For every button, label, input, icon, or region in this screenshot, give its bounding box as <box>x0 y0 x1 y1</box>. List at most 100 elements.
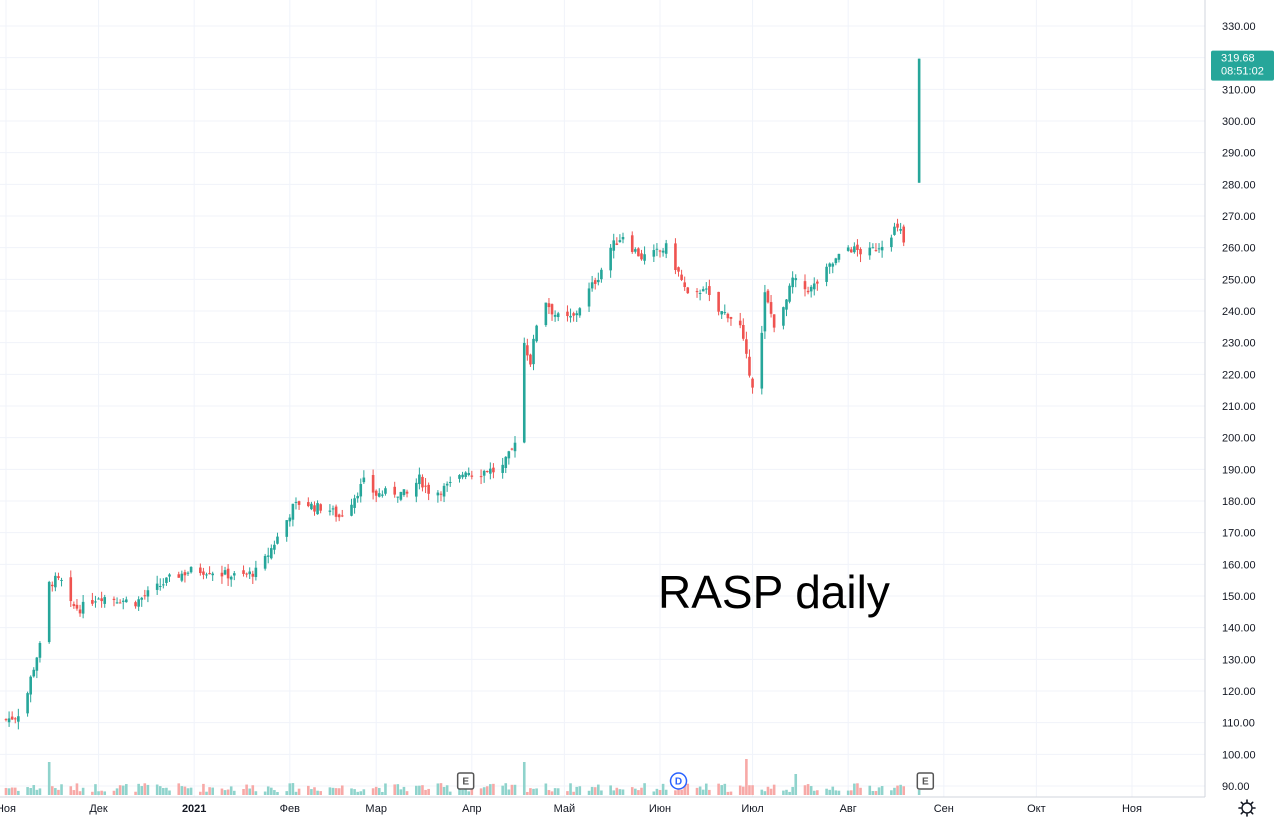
volume-bar <box>211 787 214 795</box>
candle-body <box>10 716 14 720</box>
volume-bar <box>597 784 600 795</box>
earnings-badge[interactable]: E <box>916 772 935 790</box>
dividend-badge[interactable]: D <box>669 772 688 790</box>
candle-body <box>202 571 205 575</box>
candle-body <box>232 573 236 576</box>
settings-gear-icon[interactable] <box>1238 799 1256 817</box>
candle-body <box>57 576 60 579</box>
volume-bar <box>248 788 252 795</box>
time-axis[interactable]: Ноя Дек 2021 Фев Мар Апр Май Июн Июл Авг Сен Окт Ноя <box>0 803 1142 815</box>
candle-body <box>266 555 270 557</box>
time-tick-label: Июл <box>741 803 763 815</box>
volume-bar <box>226 789 230 795</box>
volume-bar <box>220 788 224 795</box>
candle-body <box>199 567 202 574</box>
candle-body <box>550 304 554 315</box>
volume-bar <box>501 785 504 795</box>
candle-body <box>529 354 532 365</box>
volume-bar <box>47 762 51 795</box>
candle-body <box>621 236 625 240</box>
candle-body <box>405 491 409 494</box>
volume-bar <box>331 787 335 795</box>
volume-bar <box>569 783 572 795</box>
candle-body <box>38 643 42 658</box>
candle-body <box>868 247 872 256</box>
candle-body <box>50 584 54 587</box>
volume-bar <box>791 786 794 795</box>
volume-bar <box>205 791 208 795</box>
volume-bar <box>856 783 859 795</box>
candle-body <box>489 468 492 474</box>
time-tick-label: Ноя <box>1122 803 1142 815</box>
candle-body <box>328 510 332 512</box>
volume-bar <box>381 791 384 795</box>
volume-bar <box>464 787 467 795</box>
volume-bar <box>769 788 773 795</box>
candle-body <box>399 491 403 500</box>
volume-bar <box>81 787 85 795</box>
candle-body <box>26 693 29 714</box>
volume-bar <box>748 785 751 795</box>
volume-bar <box>704 783 708 795</box>
earnings-badge[interactable]: E <box>456 772 475 790</box>
volume-bar <box>634 788 637 795</box>
price-tick-label: 90.00 <box>1222 781 1250 793</box>
price-tick-label: 290.00 <box>1222 148 1256 160</box>
volume-bar <box>782 790 785 795</box>
price-axis[interactable]: 330.00320.00310.00300.00290.00280.00270.… <box>1222 21 1256 793</box>
volume-bar <box>677 784 680 795</box>
candle-body <box>877 248 881 250</box>
volume-bar <box>708 789 711 795</box>
price-tick-label: 220.00 <box>1222 369 1256 381</box>
price-tick-label: 100.00 <box>1222 749 1256 761</box>
candle-body <box>674 243 677 271</box>
volume-bar <box>859 787 862 795</box>
candle-body <box>751 378 754 388</box>
time-tick-label: Фев <box>280 803 300 815</box>
candle-body <box>772 314 776 328</box>
svg-text:E: E <box>462 777 469 788</box>
candle-body <box>331 508 335 510</box>
volume-bar <box>809 786 813 795</box>
candle-body <box>834 258 838 264</box>
volume-bar <box>134 791 137 795</box>
volume-bar <box>902 786 906 795</box>
volume-bar <box>575 786 579 795</box>
candle-body <box>356 495 359 499</box>
candle-body <box>470 475 474 477</box>
volume-bar <box>337 788 341 795</box>
candle-body <box>97 598 100 600</box>
candle-body <box>242 570 245 574</box>
candle-body <box>140 597 144 600</box>
svg-text:E: E <box>922 777 929 788</box>
candle-body <box>168 574 171 577</box>
volume-bar <box>535 788 538 795</box>
time-tick-label: Сен <box>934 803 954 815</box>
volume-bar <box>310 789 313 795</box>
candle-body <box>661 250 665 253</box>
volume-bar <box>362 789 366 795</box>
volume-bar <box>402 786 406 795</box>
volume-bar <box>32 785 36 795</box>
volume-bar <box>266 786 270 795</box>
volume-bar <box>421 785 424 795</box>
candle-body <box>445 483 449 486</box>
volume-bar <box>202 783 205 795</box>
candle-body <box>464 472 467 477</box>
candle-body <box>643 254 646 261</box>
candle-body <box>899 229 902 231</box>
price-tick-label: 180.00 <box>1222 496 1256 508</box>
volume-bar <box>849 790 853 795</box>
volume-bar <box>846 790 850 795</box>
volume-bars <box>4 759 921 795</box>
candle-body <box>677 267 680 272</box>
candle-body <box>532 338 535 365</box>
candle-body <box>13 718 17 720</box>
volume-bar <box>871 791 875 795</box>
volume-bar <box>186 788 190 795</box>
volume-bar <box>57 789 60 795</box>
candle-body <box>294 501 298 503</box>
candle-body <box>414 482 418 497</box>
volume-bar <box>529 788 532 795</box>
